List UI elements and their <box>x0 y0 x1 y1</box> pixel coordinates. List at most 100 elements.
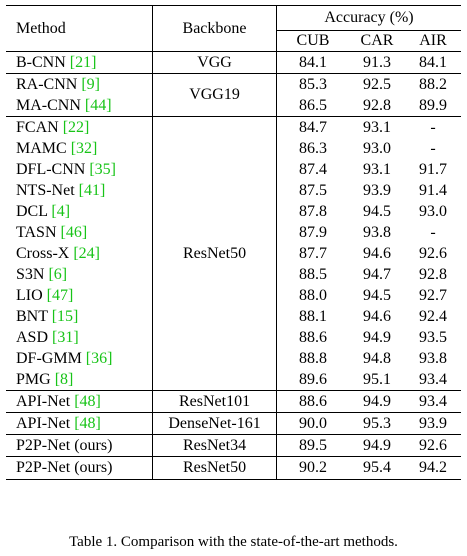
method-cell: API-Net [48] <box>6 412 153 435</box>
citation-link[interactable]: [6] <box>48 265 68 283</box>
method-cell: PMG [8] <box>6 369 153 391</box>
method-name: MAMC <box>16 139 71 157</box>
method-cell: BNT [15] <box>6 306 153 327</box>
citation-link[interactable]: [48] <box>74 392 101 410</box>
method-cell: MA-CNN [44] <box>6 95 153 117</box>
table-row: MA-CNN [44] 86.5 92.8 89.9 <box>6 95 461 117</box>
method-name: API-Net <box>16 414 75 432</box>
backbone-cell: ResNet50 <box>152 116 277 391</box>
car-value: 93.9 <box>363 181 391 199</box>
citation-link[interactable]: [4] <box>51 202 71 220</box>
citation-link[interactable]: [41] <box>78 181 106 199</box>
air-value: 89.9 <box>419 96 447 114</box>
table-row: S3N [6] 88.5 94.7 92.8 <box>6 264 461 285</box>
header-row-1: Method Backbone Accuracy (%) <box>6 5 461 52</box>
header-backbone: Backbone <box>152 5 277 52</box>
table-body: B-CNN [21] VGG 84.1 91.3 84.1 RA-CNN [9] VGG19… <box>6 51 461 480</box>
car-value: 94.9 <box>363 328 391 346</box>
cub-value: 88.5 <box>299 265 327 283</box>
citation-link[interactable]: [48] <box>74 414 101 432</box>
cub-value: 84.7 <box>276 116 349 138</box>
cub-value: 85.3 <box>276 73 349 95</box>
citation-link[interactable]: [21] <box>69 53 97 71</box>
cub-value: 87.4 <box>299 160 327 178</box>
comparison-table: Method Backbone Accuracy (%) CUB CAR AIR… <box>6 5 461 480</box>
air-value: 93.4 <box>405 390 461 413</box>
method-cell: P2P-Net (ours) <box>6 456 153 480</box>
air-value: 92.6 <box>405 434 461 457</box>
car-value: 93.0 <box>363 139 391 157</box>
cub-value: 90.0 <box>276 412 349 435</box>
air-value: - <box>430 223 436 241</box>
backbone-cell: VGG19 <box>152 73 277 117</box>
method-cell: DF-GMM [36] <box>6 348 153 369</box>
method-name: FCAN <box>16 118 63 136</box>
citation-link[interactable]: [15] <box>51 307 79 325</box>
method-cell: ASD [31] <box>6 327 153 348</box>
header-col-cub: CUB <box>296 32 330 49</box>
table-row: ASD [31] 88.6 94.9 93.5 <box>6 327 461 348</box>
method-cell: DFL-CNN [35] <box>6 159 153 180</box>
cub-value: 87.9 <box>299 223 327 241</box>
method-name: LIO <box>16 286 47 304</box>
citation-link[interactable]: [22] <box>62 118 90 136</box>
air-value: 92.4 <box>419 307 447 325</box>
backbone-cell: VGG <box>152 51 277 74</box>
method-cell: LIO [47] <box>6 285 153 306</box>
table-row: BNT [15] 88.1 94.6 92.4 <box>6 306 461 327</box>
table-row: NTS-Net [41] 87.5 93.9 91.4 <box>6 180 461 201</box>
table-row: PMG [8] 89.6 95.1 93.4 <box>6 369 461 391</box>
cub-value: 89.5 <box>276 434 349 457</box>
air-value: 93.4 <box>419 370 447 388</box>
air-value: 93.8 <box>419 349 447 367</box>
car-value: 94.6 <box>363 244 391 262</box>
method-cell: NTS-Net [41] <box>6 180 153 201</box>
citation-link[interactable]: [24] <box>73 244 100 262</box>
method-name: DF-GMM <box>16 349 86 367</box>
car-value: 92.8 <box>363 96 391 114</box>
method-cell: P2P-Net (ours) <box>6 434 153 457</box>
citation-link[interactable]: [35] <box>89 160 116 178</box>
citation-link[interactable]: [46] <box>60 223 88 241</box>
car-value: 94.5 <box>363 202 391 220</box>
method-name: API-Net <box>16 392 75 410</box>
citation-link[interactable]: [9] <box>81 75 100 93</box>
table-caption: Table 1. Comparison with the state-of-th… <box>69 534 398 550</box>
citation-link[interactable]: [32] <box>70 139 98 157</box>
method-cell: B-CNN [21] <box>6 51 153 74</box>
cub-value: 86.3 <box>299 139 327 157</box>
header-row-2: CUB CAR AIR <box>6 31 461 52</box>
citation-link[interactable]: [44] <box>84 96 112 114</box>
method-cell: RA-CNN [9] <box>6 73 153 95</box>
table-row: API-Net [48] DenseNet-161 90.0 95.3 93.9 <box>6 412 461 435</box>
table-row: TASN [46] 87.9 93.8 - <box>6 222 461 243</box>
cub-value: 88.6 <box>276 390 349 413</box>
table-row: DFL-CNN [35] 87.4 93.1 91.7 <box>6 159 461 180</box>
air-value: 93.0 <box>419 202 447 220</box>
air-value: 92.7 <box>419 286 447 304</box>
citation-link[interactable]: [31] <box>52 328 79 346</box>
table-row: MAMC [32] 86.3 93.0 - <box>6 138 461 159</box>
air-value: 92.8 <box>419 265 447 283</box>
car-value: 93.1 <box>363 160 391 178</box>
table-row: DF-GMM [36] 88.8 94.8 93.8 <box>6 348 461 369</box>
method-name: NTS-Net <box>16 181 79 199</box>
method-name: RA-CNN <box>16 75 82 93</box>
backbone-cell: ResNet50 <box>152 456 277 480</box>
cub-value: 88.0 <box>299 286 327 304</box>
air-value: 93.9 <box>405 412 461 435</box>
car-value: 93.8 <box>363 223 391 241</box>
citation-link[interactable]: [8] <box>54 370 74 388</box>
car-value: 94.5 <box>363 286 391 304</box>
backbone-cell: DenseNet-161 <box>152 412 277 435</box>
method-name: DFL-CNN <box>16 160 90 178</box>
method-name: P2P-Net (ours) <box>16 459 113 476</box>
citation-link[interactable]: [36] <box>85 349 113 367</box>
air-value: 93.5 <box>419 328 447 346</box>
method-name: P2P-Net (ours) <box>16 436 113 454</box>
backbone-cell: ResNet34 <box>152 434 277 457</box>
method-name: S3N <box>16 265 49 283</box>
table-row: DCL [4] 87.8 94.5 93.0 <box>6 201 461 222</box>
citation-link[interactable]: [47] <box>46 286 74 304</box>
method-cell: Cross-X [24] <box>6 243 153 264</box>
